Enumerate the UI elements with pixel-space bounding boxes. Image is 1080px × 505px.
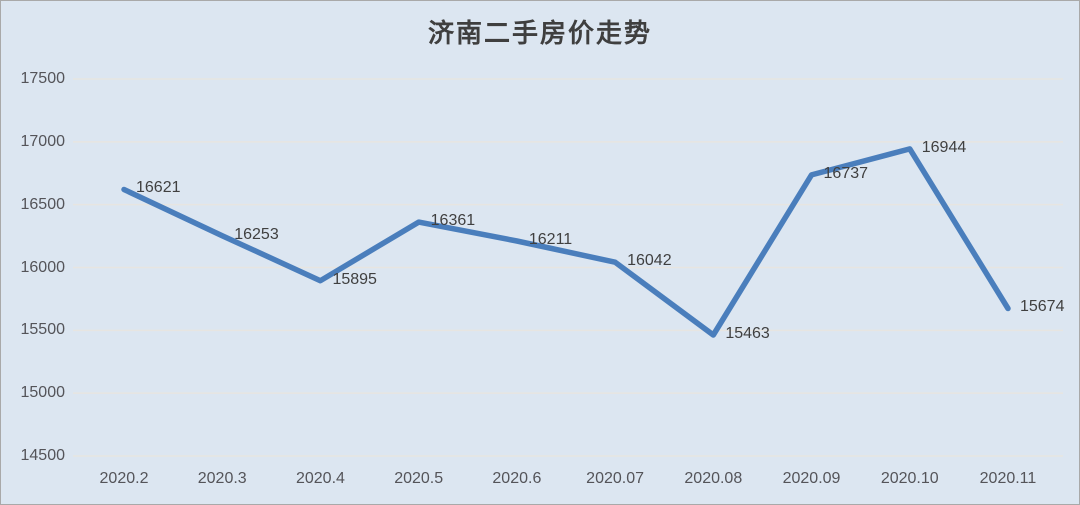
data-label: 16944 (921, 138, 967, 156)
y-tick-label: 15000 (20, 384, 66, 402)
x-tick-label: 2020.2 (99, 470, 149, 487)
data-label: 15895 (332, 270, 377, 288)
y-tick-label: 17000 (20, 132, 66, 150)
chart-title: 济南二手房价走势 (427, 19, 652, 49)
data-label: 16737 (823, 164, 869, 182)
data-label: 15674 (1019, 298, 1065, 316)
x-tick-label: 2020.08 (684, 470, 743, 487)
data-label: 16253 (234, 225, 279, 243)
data-label: 16211 (528, 230, 573, 248)
x-tick-label: 2020.11 (979, 470, 1037, 487)
x-tick-label: 2020.6 (492, 470, 542, 487)
x-tick-label: 2020.07 (586, 470, 645, 487)
x-tick-label: 2020.3 (197, 470, 247, 487)
x-tick-label: 2020.10 (880, 470, 939, 487)
data-label: 16621 (136, 179, 181, 197)
y-tick-label: 17500 (20, 70, 66, 87)
trend-line (121, 146, 1011, 338)
y-tick-label: 16000 (20, 258, 66, 276)
x-tick-label: 2020.4 (295, 470, 345, 487)
x-tick-label: 2020.09 (782, 470, 841, 487)
y-tick-label: 14500 (20, 447, 66, 464)
x-tick-label: 2020.5 (394, 470, 444, 487)
data-label: 15463 (725, 324, 770, 342)
y-tick-label: 16500 (20, 195, 66, 213)
data-label: 16042 (627, 252, 672, 270)
y-tick-label: 15500 (20, 321, 66, 339)
data-label: 16361 (430, 212, 476, 230)
